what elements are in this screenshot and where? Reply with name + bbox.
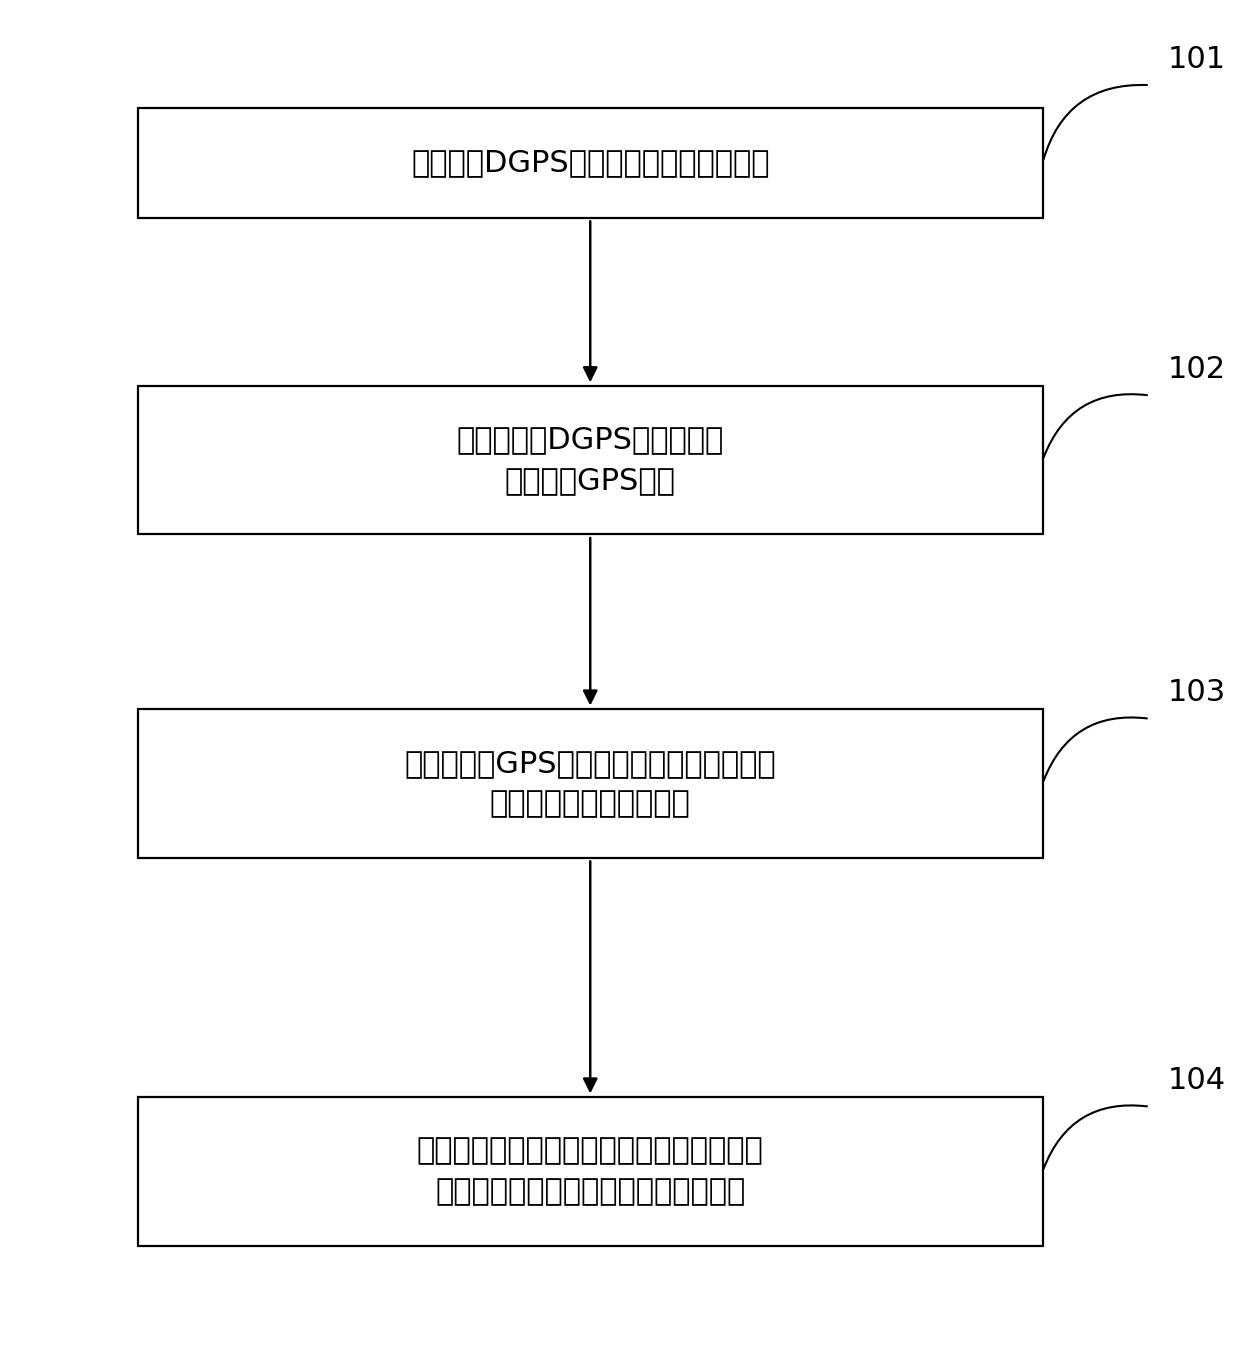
- Text: 通过基站DGPS接收机得到差分定位数据: 通过基站DGPS接收机得到差分定位数据: [410, 148, 770, 178]
- Text: 101: 101: [1168, 44, 1225, 74]
- Bar: [138, 709, 1043, 858]
- Bar: [138, 1096, 1043, 1246]
- Text: 102: 102: [1168, 356, 1225, 384]
- Bar: [138, 108, 1043, 218]
- Bar: [138, 385, 1043, 535]
- Text: 通过移动站DGPS接收机获取
小车实时GPS信息: 通过移动站DGPS接收机获取 小车实时GPS信息: [456, 426, 724, 494]
- Text: 以小车的预定轨迹为目标，不断调整小车车
轮的转向及速度，使其按预定轨迹运行: 以小车的预定轨迹为目标，不断调整小车车 轮的转向及速度，使其按预定轨迹运行: [417, 1137, 764, 1206]
- Text: 104: 104: [1168, 1067, 1225, 1095]
- Text: 将小车实时GPS信息由球面坐标系的参数转
为平面直角坐标系的参数: 将小车实时GPS信息由球面坐标系的参数转 为平面直角坐标系的参数: [404, 749, 776, 818]
- Text: 103: 103: [1168, 679, 1226, 707]
